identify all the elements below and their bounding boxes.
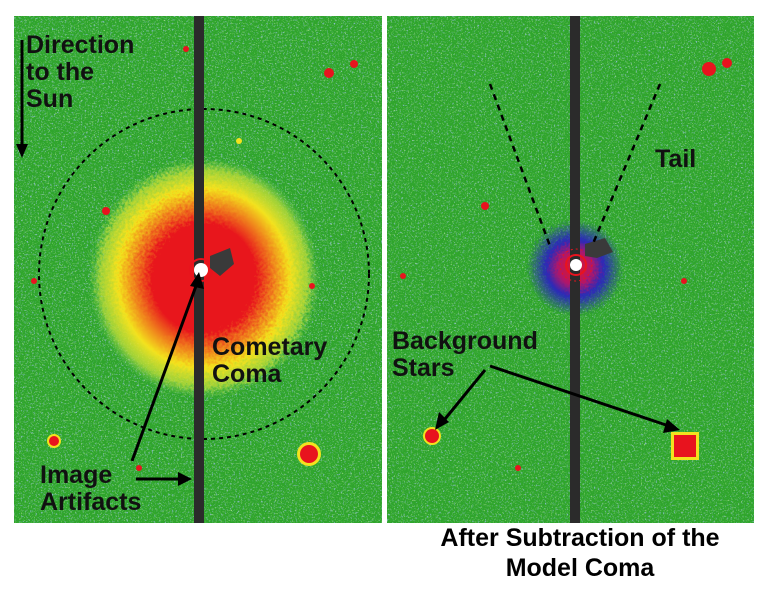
annotation-arrows-left	[16, 40, 204, 486]
right-image-panel: Tail Background Stars	[387, 16, 754, 523]
caption: After Subtraction of the Model Coma	[400, 523, 760, 583]
label-background-stars: Background Stars	[392, 327, 538, 382]
nucleus-left	[189, 248, 234, 282]
label-tail: Tail	[655, 145, 697, 173]
nucleus-right	[559, 238, 613, 282]
background-stars-right	[400, 58, 732, 471]
label-direction-to-sun: Direction to the Sun	[26, 31, 135, 113]
tail-lines	[488, 83, 662, 247]
caption-line1: After Subtraction of the	[440, 524, 720, 552]
annotation-arrows-right	[435, 364, 680, 433]
label-cometary-coma: Cometary Coma	[212, 333, 328, 388]
background-stars-left	[31, 46, 358, 471]
right-image	[387, 16, 754, 523]
left-image	[14, 16, 382, 523]
left-image-panel: Direction to the Sun Cometary Coma Image…	[14, 16, 382, 523]
label-image-artifacts: Image Artifacts	[40, 461, 142, 516]
caption-line2: Model Coma	[505, 554, 655, 582]
